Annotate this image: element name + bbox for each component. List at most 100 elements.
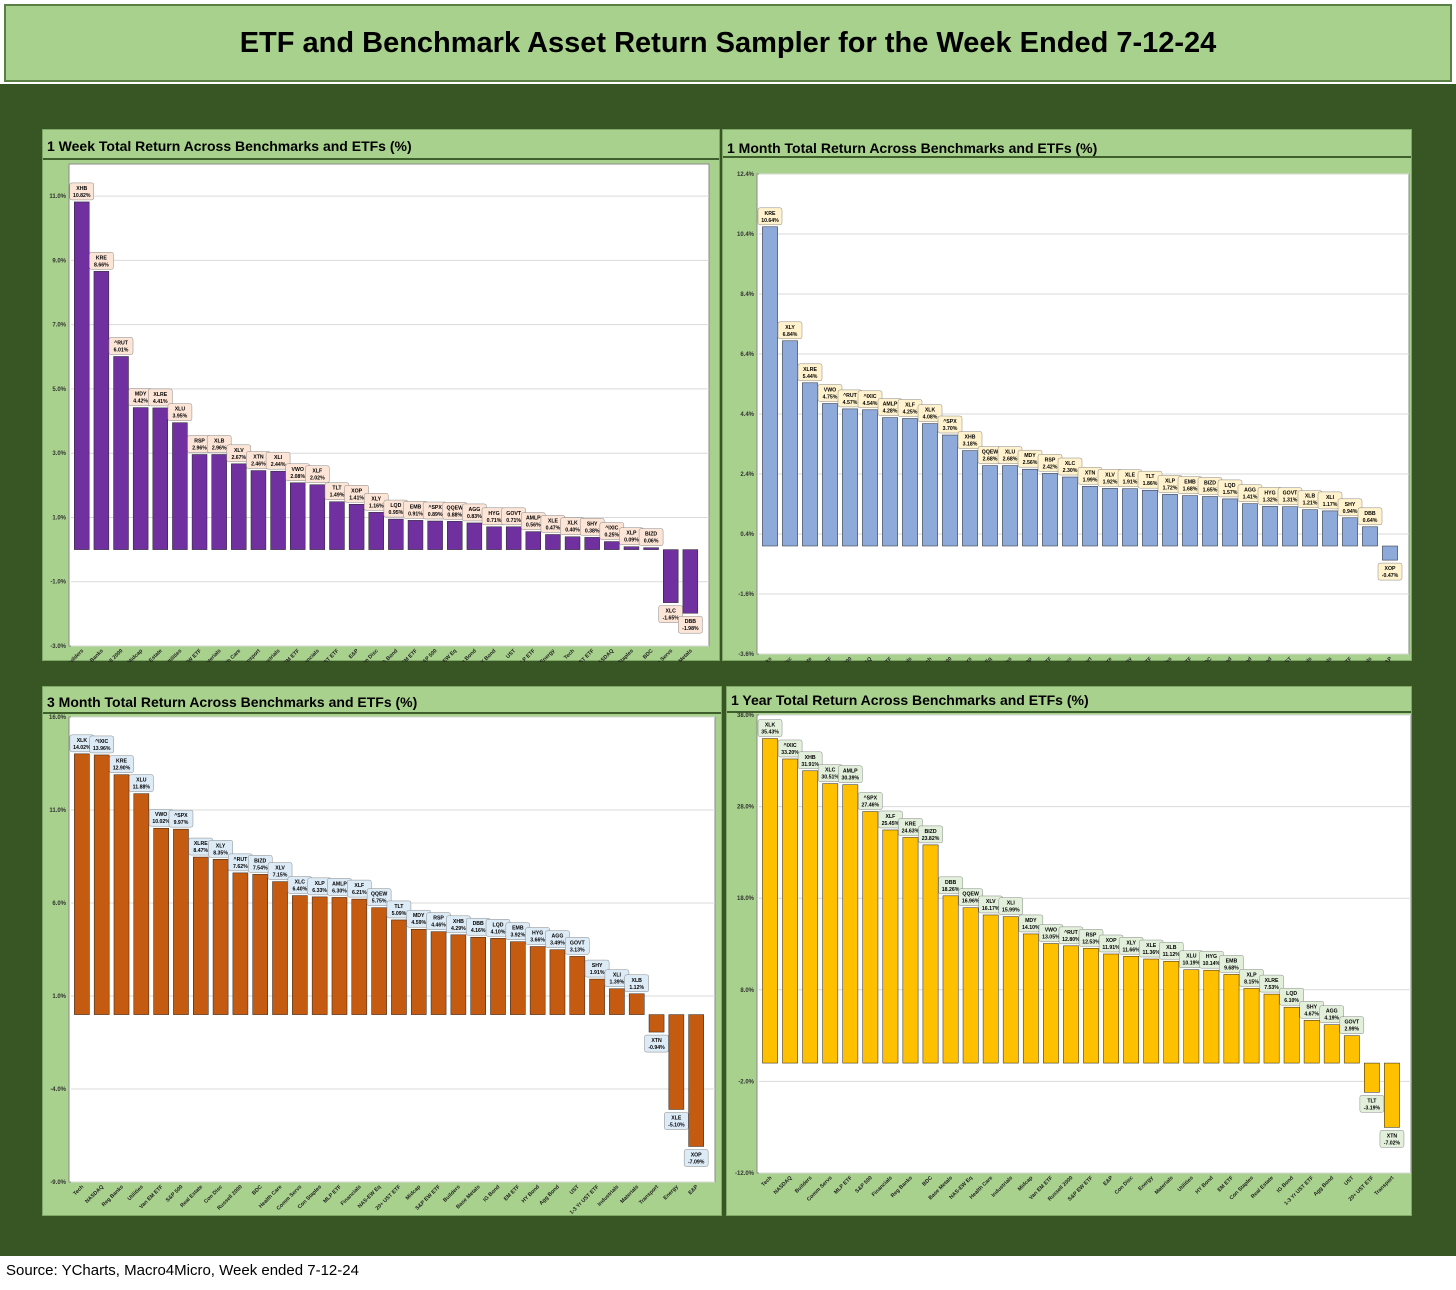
data-label-ticker: BIZD — [1204, 481, 1216, 487]
bar-XLP — [623, 546, 640, 550]
data-label-value: 9.97% — [174, 820, 189, 826]
bar-^IXIC — [782, 758, 798, 1064]
bar-chart-1-year: -12.0%-2.0%8.0%18.0%28.0%38.0%XLK35.43%T… — [735, 713, 1412, 1207]
x-tick-label: Utilities — [127, 1184, 145, 1202]
data-label-ticker: XLV — [234, 448, 244, 454]
bar-RSP — [191, 454, 208, 550]
data-label-value: 11.12% — [1163, 952, 1181, 958]
data-label-ticker: QQEW — [371, 892, 388, 898]
bar-^IXIC — [604, 541, 620, 550]
page-title: ETF and Benchmark Asset Return Sampler f… — [239, 26, 1217, 59]
data-label-ticker: VWO — [824, 388, 836, 394]
x-tick-label: Materials — [1154, 1175, 1175, 1196]
data-label-value: 1.57% — [1223, 490, 1238, 496]
bar-VWO — [153, 827, 169, 1015]
y-tick-label: 16.0% — [49, 715, 67, 721]
data-label-ticker: DBB — [945, 880, 956, 886]
data-label-ticker: ^SPX — [864, 796, 878, 802]
x-tick-label: Industrials — [991, 1175, 1015, 1199]
data-label-ticker: AMLP — [883, 402, 898, 408]
data-label-ticker: EMB — [410, 504, 422, 510]
data-label-value: 1.41% — [1243, 495, 1258, 501]
x-tick-label: MLP ETF — [516, 648, 537, 662]
data-label-value: 3.49% — [550, 941, 565, 947]
x-tick-label: NASDAQ — [853, 656, 874, 662]
data-label-ticker: BIZD — [645, 532, 657, 538]
data-label-ticker: XLP — [1165, 478, 1176, 484]
data-label-value: 15.99% — [1002, 908, 1020, 914]
bar-XLE — [545, 534, 561, 550]
bar-^IXIC — [93, 754, 110, 1015]
bar-GOVT — [1343, 1035, 1360, 1064]
chart-panel-3-month: 3 Month Total Return Across Benchmarks a… — [42, 686, 722, 1216]
data-label-ticker: SHY — [1306, 1004, 1317, 1010]
y-tick-label: 1.0% — [52, 515, 66, 521]
data-label-ticker: TLT — [1367, 1098, 1377, 1104]
data-label-ticker: GOVT — [1344, 1020, 1360, 1026]
data-label-ticker: ^RUT — [114, 340, 129, 346]
bar-XLY — [782, 340, 798, 547]
bar-XLP — [1162, 494, 1178, 547]
bar-KRE — [902, 837, 919, 1064]
data-label-ticker: HYG — [488, 511, 499, 517]
bar-^RUT — [842, 408, 858, 547]
data-label-value: -7.09% — [688, 1159, 705, 1165]
data-label-ticker: RSP — [1045, 457, 1056, 463]
bar-XLI — [1002, 916, 1019, 1064]
bar-RSP — [1042, 473, 1058, 547]
data-label-ticker: HYG — [1206, 954, 1217, 960]
data-label-ticker: XLK — [765, 723, 776, 729]
data-label-value: 3.92% — [510, 933, 525, 939]
data-label-value: 33.20% — [781, 750, 799, 756]
bar-XLK — [922, 423, 938, 547]
x-tick-label: HY Bond — [477, 648, 497, 662]
x-tick-label: Tech — [921, 656, 934, 662]
x-tick-label: Industrials — [1310, 656, 1334, 662]
x-tick-label: Con Disc — [773, 656, 794, 662]
data-label-ticker: XLF — [354, 883, 364, 889]
data-label-ticker: HYG — [1264, 490, 1275, 496]
data-label-value: 1.99% — [1083, 477, 1098, 483]
bar-AMLP — [882, 417, 898, 547]
data-label-ticker: XLC — [295, 880, 306, 886]
data-label-ticker: XLE — [1125, 473, 1136, 479]
data-label-value: 0.47% — [546, 525, 561, 531]
bar-XLRE — [802, 382, 818, 547]
bar-^SPX — [942, 434, 958, 547]
data-label-value: 3.13% — [570, 947, 585, 953]
data-label-value: 4.59% — [411, 920, 426, 926]
data-label-value: 6.30% — [332, 888, 347, 894]
data-label-ticker: XLY — [1126, 940, 1136, 946]
data-label-value: 9.68% — [1224, 965, 1239, 971]
data-label-value: 1.86% — [1143, 481, 1158, 487]
bar-XLF — [882, 829, 899, 1064]
x-tick-label: Transport — [1072, 656, 1094, 662]
y-tick-label: 6.0% — [52, 901, 66, 907]
data-label-value: 0.25% — [604, 533, 619, 539]
data-label-value: 0.40% — [565, 528, 580, 534]
panel-divider — [43, 712, 721, 714]
data-label-ticker: XLI — [613, 973, 622, 979]
data-label-value: 23.82% — [922, 836, 940, 842]
bar-SHY — [584, 537, 600, 550]
bar-XHB — [802, 770, 819, 1064]
x-tick-label: Industrials — [258, 648, 282, 662]
bar-XLU — [133, 793, 150, 1015]
y-tick-label: 6.4% — [740, 352, 754, 358]
y-tick-label: 2.4% — [740, 472, 754, 478]
data-label-ticker: ^RUT — [1064, 930, 1079, 936]
data-label-ticker: XLF — [312, 469, 322, 475]
data-label-ticker: XOP — [351, 488, 362, 494]
data-label-value: 4.25% — [903, 410, 918, 416]
y-tick-label: 38.0% — [737, 713, 755, 719]
